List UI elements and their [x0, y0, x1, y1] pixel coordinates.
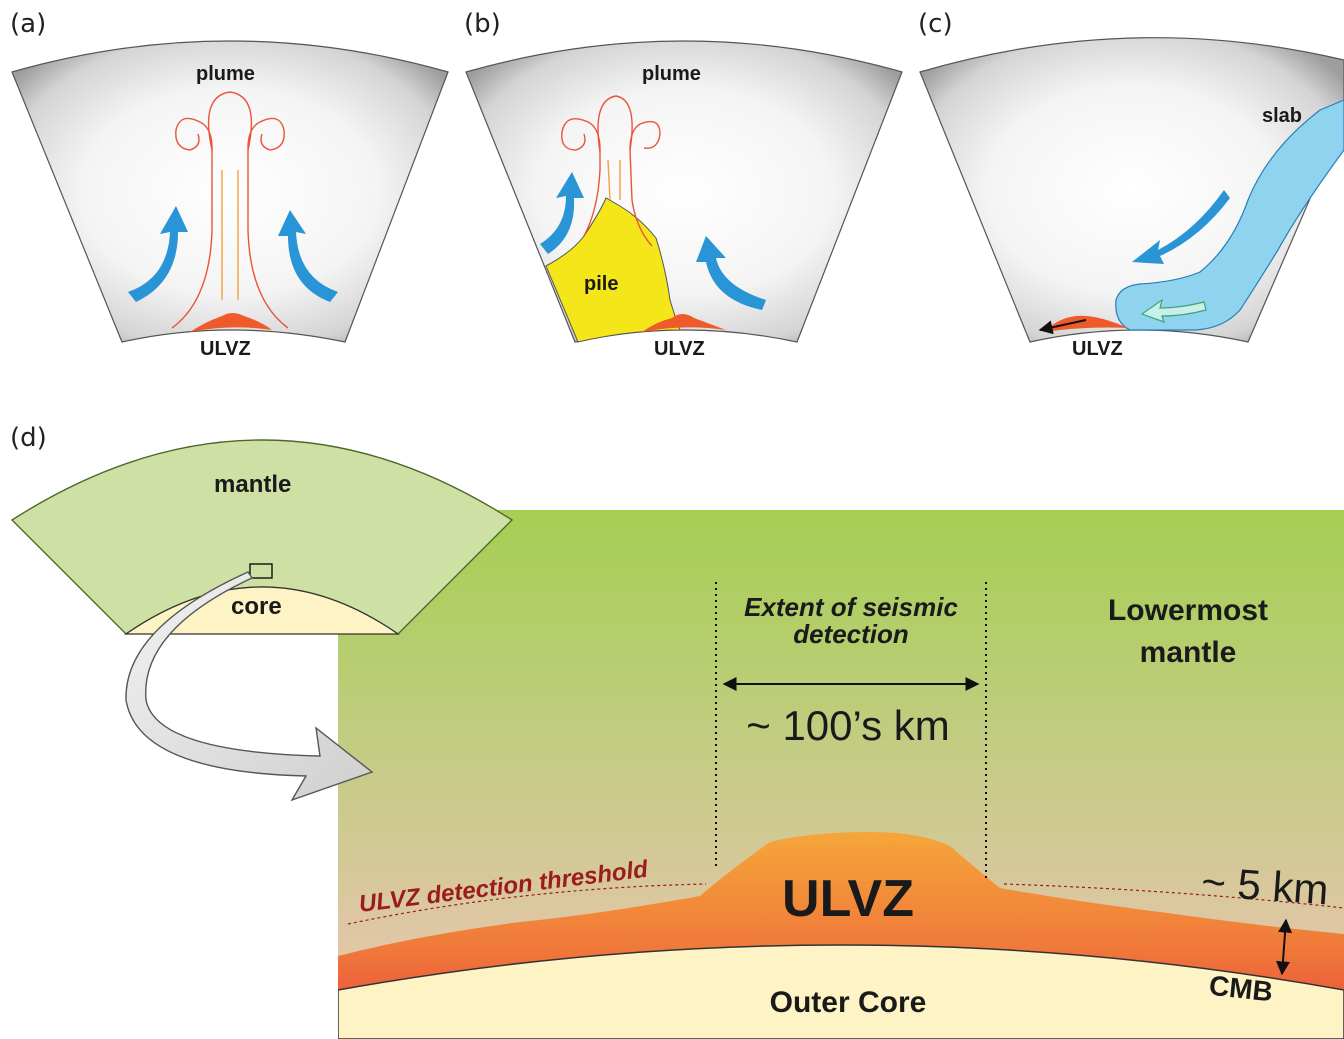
outer-core	[338, 944, 1344, 1039]
panel-b-tag: (b)	[464, 9, 501, 39]
plume-label-a: plume	[196, 63, 255, 85]
mantle-wedge-a	[11, 40, 449, 343]
arrow-up-left-a	[128, 206, 188, 302]
pile-label-b: pile	[584, 273, 618, 295]
cmb-label: CMB	[1208, 970, 1275, 1007]
ulvz-label-c: ULVZ	[1072, 338, 1123, 360]
ulvz-label-b: ULVZ	[654, 338, 705, 360]
lowermost-mantle-line2: mantle	[1140, 636, 1237, 669]
arrow-down-c	[1132, 190, 1230, 264]
panel-c-tag: (c)	[918, 9, 953, 39]
height-value: ~ 5 km	[1200, 858, 1330, 914]
extent-label-line2: detection	[793, 619, 909, 649]
ulvz-label-d: ULVZ	[782, 870, 914, 928]
ulvz-c	[1044, 315, 1128, 332]
slab-label-c: slab	[1262, 105, 1302, 127]
panel-c: (c) slab ULVZ	[918, 9, 1344, 360]
plume-label-b: plume	[642, 63, 701, 85]
panel-b: (b) plume pile ULVZ	[464, 9, 903, 360]
inset-core	[124, 586, 400, 635]
panel-d-tag: (d)	[10, 423, 47, 453]
arrow-up-right-b	[696, 236, 766, 310]
inset-mantle-label: mantle	[214, 471, 291, 498]
ulvz-b	[642, 314, 726, 332]
inset-zoom-box	[249, 563, 273, 579]
inset-core-label: core	[231, 593, 282, 620]
mantle-wedge-b	[465, 40, 903, 343]
extent-label-line1: Extent of seismic	[744, 592, 958, 622]
height-arrow	[1275, 918, 1293, 976]
lowermost-mantle-line1: Lowermost	[1108, 594, 1268, 627]
ulvz-label-a: ULVZ	[200, 338, 251, 360]
arrow-up-left-b	[540, 172, 584, 254]
zoom-pointer-arrow	[125, 571, 374, 802]
ulvz-a	[190, 313, 272, 332]
plume-a	[171, 91, 289, 329]
panel-a: (a) plume ULVZ	[10, 9, 449, 360]
arrow-up-right-a	[278, 210, 338, 302]
extent-value: ~ 100’s km	[746, 702, 950, 749]
slab-flow-arrow-c	[1140, 298, 1207, 323]
outer-core-label: Outer Core	[770, 986, 927, 1019]
zoom-section	[338, 510, 1344, 1039]
slab-c	[1115, 99, 1344, 331]
ulvz-spread-arrow-c	[1038, 319, 1087, 335]
panel-d: (d) mantle core Extent of seismic detect…	[10, 423, 1344, 1039]
panel-a-tag: (a)	[10, 9, 46, 39]
plume-b	[561, 95, 661, 247]
